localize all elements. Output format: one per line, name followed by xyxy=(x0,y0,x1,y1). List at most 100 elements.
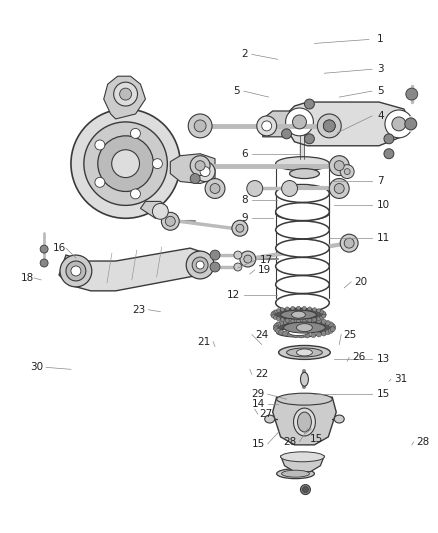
Ellipse shape xyxy=(297,324,312,332)
Ellipse shape xyxy=(328,322,333,327)
Circle shape xyxy=(40,245,48,253)
Text: 7: 7 xyxy=(377,175,384,185)
Circle shape xyxy=(282,129,292,139)
Ellipse shape xyxy=(277,393,332,405)
Polygon shape xyxy=(104,76,145,119)
Text: 5: 5 xyxy=(377,86,384,96)
Circle shape xyxy=(304,99,314,109)
Ellipse shape xyxy=(283,331,288,336)
Circle shape xyxy=(95,177,105,187)
Circle shape xyxy=(329,179,349,198)
Circle shape xyxy=(304,134,314,144)
Text: 20: 20 xyxy=(354,277,367,287)
Ellipse shape xyxy=(276,317,280,321)
Ellipse shape xyxy=(311,318,316,322)
Ellipse shape xyxy=(297,319,300,323)
Circle shape xyxy=(240,251,256,267)
Circle shape xyxy=(114,82,138,106)
Ellipse shape xyxy=(291,306,295,310)
Text: 15: 15 xyxy=(309,434,323,444)
Text: 8: 8 xyxy=(241,196,248,205)
Text: 22: 22 xyxy=(255,369,268,379)
Circle shape xyxy=(282,181,297,197)
Circle shape xyxy=(247,181,263,197)
Text: 13: 13 xyxy=(377,354,390,365)
Ellipse shape xyxy=(273,325,278,330)
Ellipse shape xyxy=(297,349,312,356)
Polygon shape xyxy=(141,201,167,219)
Ellipse shape xyxy=(321,314,326,318)
Circle shape xyxy=(120,88,131,100)
Ellipse shape xyxy=(277,328,320,337)
Circle shape xyxy=(286,108,314,136)
Circle shape xyxy=(344,168,350,175)
Ellipse shape xyxy=(322,313,326,317)
Ellipse shape xyxy=(299,333,304,338)
Text: 25: 25 xyxy=(343,329,357,340)
Text: 30: 30 xyxy=(30,362,43,373)
Ellipse shape xyxy=(265,415,275,423)
Circle shape xyxy=(293,115,307,129)
Text: 27: 27 xyxy=(260,409,273,419)
Text: 14: 14 xyxy=(251,399,265,409)
Ellipse shape xyxy=(320,310,324,314)
Text: 9: 9 xyxy=(241,213,248,223)
Ellipse shape xyxy=(283,322,325,333)
Ellipse shape xyxy=(279,345,330,359)
Text: 15: 15 xyxy=(377,389,390,399)
Text: 18: 18 xyxy=(21,273,35,283)
Circle shape xyxy=(385,110,413,138)
Text: 12: 12 xyxy=(226,290,240,300)
Ellipse shape xyxy=(313,318,317,322)
Ellipse shape xyxy=(330,324,335,328)
Ellipse shape xyxy=(308,319,312,322)
Ellipse shape xyxy=(271,314,276,318)
Ellipse shape xyxy=(302,306,306,310)
Circle shape xyxy=(186,251,214,279)
Circle shape xyxy=(152,159,162,168)
Circle shape xyxy=(195,160,205,171)
Circle shape xyxy=(95,140,105,150)
Ellipse shape xyxy=(331,325,336,330)
Ellipse shape xyxy=(273,310,277,314)
Circle shape xyxy=(66,261,86,281)
Ellipse shape xyxy=(330,327,335,332)
Ellipse shape xyxy=(273,308,324,321)
Circle shape xyxy=(196,261,204,269)
Ellipse shape xyxy=(299,317,304,322)
Circle shape xyxy=(340,234,358,252)
Circle shape xyxy=(194,120,206,132)
Ellipse shape xyxy=(300,373,308,386)
Ellipse shape xyxy=(279,320,284,326)
Ellipse shape xyxy=(279,330,284,335)
Circle shape xyxy=(329,156,349,175)
Circle shape xyxy=(200,167,210,176)
Circle shape xyxy=(384,134,394,144)
Ellipse shape xyxy=(274,324,279,328)
Circle shape xyxy=(40,259,48,267)
Circle shape xyxy=(236,224,244,232)
Polygon shape xyxy=(170,154,215,183)
Ellipse shape xyxy=(316,318,321,323)
Circle shape xyxy=(405,118,417,130)
Ellipse shape xyxy=(276,294,329,312)
Circle shape xyxy=(334,183,344,193)
Ellipse shape xyxy=(334,415,344,423)
Ellipse shape xyxy=(321,311,326,315)
Circle shape xyxy=(210,250,220,260)
Ellipse shape xyxy=(280,308,284,312)
Circle shape xyxy=(205,179,225,198)
Text: 11: 11 xyxy=(377,233,390,243)
Circle shape xyxy=(340,165,354,179)
Ellipse shape xyxy=(283,319,288,324)
Ellipse shape xyxy=(328,328,333,333)
Circle shape xyxy=(232,220,248,236)
Circle shape xyxy=(300,484,311,495)
Circle shape xyxy=(131,189,141,199)
Ellipse shape xyxy=(316,332,321,337)
Text: 5: 5 xyxy=(233,86,240,96)
Text: 21: 21 xyxy=(197,336,210,346)
Ellipse shape xyxy=(286,348,322,357)
Circle shape xyxy=(257,116,277,136)
Ellipse shape xyxy=(271,311,276,315)
